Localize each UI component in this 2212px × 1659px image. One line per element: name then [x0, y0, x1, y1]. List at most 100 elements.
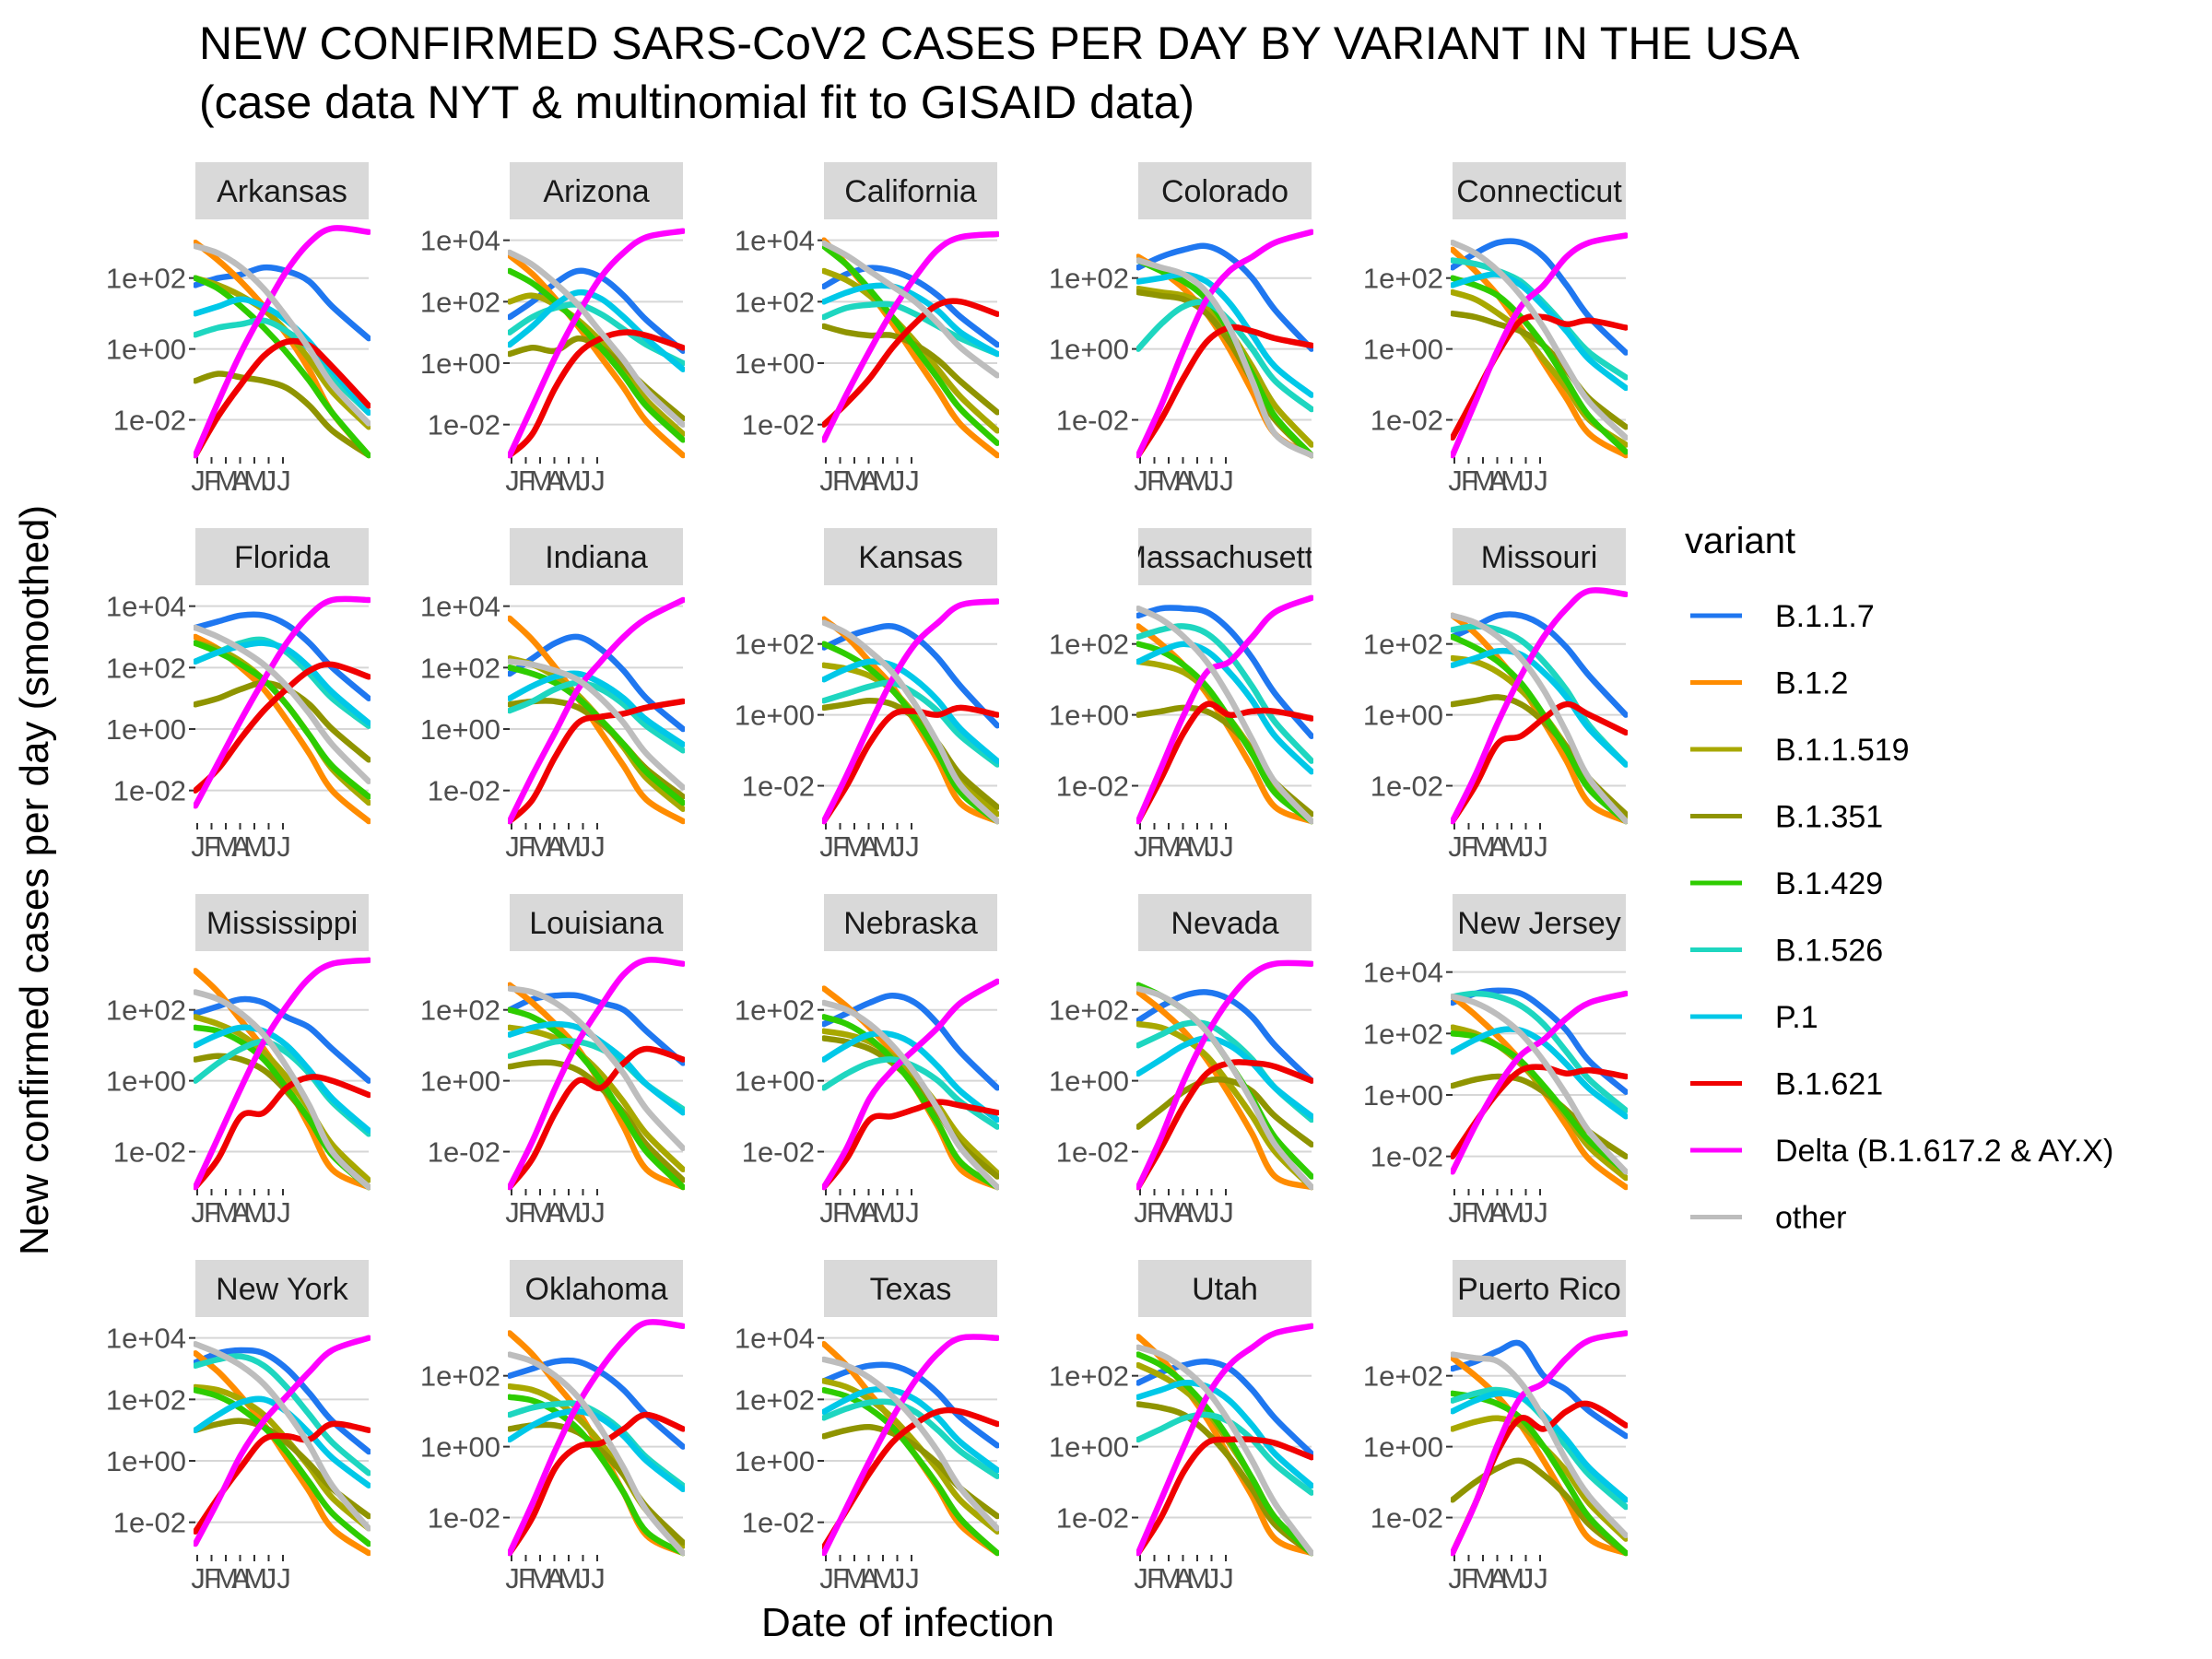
legend-item-b-1-2: B.1.2: [1690, 666, 1848, 701]
series-group: [1451, 1330, 1628, 1557]
series-line-other-missouri: [1451, 612, 1628, 825]
series-line-other-colorado: [1136, 257, 1313, 459]
strip-label: Connecticut: [1456, 174, 1622, 209]
legend-label: B.1.429: [1775, 866, 1883, 901]
legend-label: B.1.1.7: [1775, 599, 1875, 634]
y-tick-label: 1e-02: [742, 1136, 815, 1169]
x-tick-label: F: [518, 830, 535, 863]
x-tick-label: J: [1448, 465, 1463, 497]
y-tick-label: 1e+02: [735, 1383, 815, 1416]
x-tick-label: J: [819, 830, 834, 863]
series-line-other-arizona: [508, 249, 685, 428]
series-line-other-nevada: [1136, 985, 1313, 1191]
series-group: [1136, 594, 1313, 825]
y-tick-label: 1e+00: [1363, 700, 1443, 732]
strip-label: Arizona: [543, 174, 649, 209]
strip-label: Texas: [870, 1272, 952, 1307]
x-tick-label: F: [832, 1562, 850, 1594]
series-line-delta-b-1-617-2-ay-x-florida: [194, 595, 371, 809]
x-tick-label: J: [1219, 1562, 1234, 1594]
y-tick-label: 1e+00: [1049, 700, 1129, 732]
series-group: [822, 1334, 999, 1557]
series-line-other-louisiana: [508, 985, 685, 1151]
y-tick-label: 1e-02: [1056, 771, 1129, 803]
y-tick-label: 1e-02: [113, 1507, 186, 1539]
series-line-b-1-429-kansas: [822, 641, 999, 825]
strip-label: Florida: [234, 540, 330, 575]
series-group: [508, 1319, 685, 1557]
y-tick-label: 1e+00: [1049, 334, 1129, 366]
series-line-b-1-526-california: [822, 300, 999, 358]
series-group: [194, 1335, 371, 1557]
y-tick-label: 1e+00: [1049, 1431, 1129, 1464]
x-tick-label: M: [529, 465, 553, 497]
x-tick-label: J: [191, 1196, 206, 1229]
series-group: [508, 596, 685, 825]
chart-subtitle: (case data NYT & multinomial fit to GISA…: [199, 76, 1194, 128]
x-tick-label: J: [591, 465, 606, 497]
x-tick-label: J: [1206, 465, 1220, 497]
y-tick-label: 1e-02: [113, 405, 186, 437]
y-tick-label: 1e+00: [106, 334, 186, 366]
y-tick-label: 1e+00: [735, 1445, 815, 1477]
strip-label: Colorado: [1161, 174, 1288, 209]
series-line-b-1-621-utah: [1136, 1436, 1313, 1557]
series-line-p-1-kansas: [822, 658, 999, 764]
series-line-b-1-526-massachusetts: [1136, 623, 1313, 764]
x-tick-label: J: [1219, 830, 1234, 863]
x-tick-label: J: [1534, 1562, 1548, 1594]
y-tick-label: 1e-02: [742, 409, 815, 441]
y-tick-label: 1e-02: [428, 1136, 500, 1169]
y-tick-label: 1e+02: [106, 1383, 186, 1416]
x-tick-label: F: [204, 1196, 221, 1229]
series-line-b-1-1-7-louisiana: [508, 992, 685, 1066]
y-tick-label: 1e+04: [106, 591, 186, 623]
series-line-b-1-1-7-california: [822, 265, 999, 348]
y-tick-label: 1e+00: [1363, 1079, 1443, 1112]
strip-label: Arkansas: [217, 174, 347, 209]
series-line-b-1-621-colorado: [1136, 324, 1313, 459]
x-tick-label: J: [1520, 830, 1535, 863]
x-tick-label: F: [832, 830, 850, 863]
series-line-other-california: [822, 240, 999, 379]
legend-item-p-1: P.1: [1690, 1000, 1818, 1035]
y-tick-label: 1e+00: [735, 1065, 815, 1098]
series-group: [194, 225, 371, 459]
x-tick-label: J: [1448, 1196, 1463, 1229]
series-line-delta-b-1-617-2-ay-x-connecticut: [1451, 232, 1628, 459]
x-tick-label: M: [529, 830, 553, 863]
x-tick-label: M: [1158, 465, 1182, 497]
x-tick-label: A: [1488, 1562, 1508, 1594]
legend: B.1.1.7 B.1.2 B.1.1.519 B.1.351 B.1.429 B.1.5…: [1690, 599, 2113, 1236]
x-tick-label: J: [1534, 465, 1548, 497]
y-tick-label: 1e+02: [420, 1360, 500, 1393]
y-tick-label: 1e+02: [1363, 1360, 1443, 1393]
series-line-other-utah: [1136, 1344, 1313, 1557]
series-group: [1451, 232, 1628, 459]
x-tick-label: M: [243, 1196, 267, 1229]
series-line-b-1-429-nebraska: [822, 1014, 999, 1191]
series-line-b-1-1-7-utah: [1136, 1358, 1313, 1457]
x-tick-label: J: [276, 465, 291, 497]
y-tick-label: 1e+02: [106, 263, 186, 295]
x-tick-label: F: [1147, 465, 1164, 497]
series-line-b-1-351-louisiana: [508, 1059, 685, 1183]
legend-item-b-1-1-519: B.1.1.519: [1690, 733, 1910, 768]
series-line-other-nebraska: [822, 999, 999, 1191]
series-line-b-1-1-519-arizona: [508, 292, 685, 437]
legend-item-b-1-429: B.1.429: [1690, 866, 1883, 901]
y-tick-label: 1e+02: [1049, 994, 1129, 1027]
x-tick-label: J: [276, 1196, 291, 1229]
x-tick-label: A: [1174, 465, 1194, 497]
x-tick-label: A: [546, 1562, 565, 1594]
x-tick-label: A: [231, 1562, 251, 1594]
series-line-b-1-621-nevada: [1136, 1059, 1313, 1191]
